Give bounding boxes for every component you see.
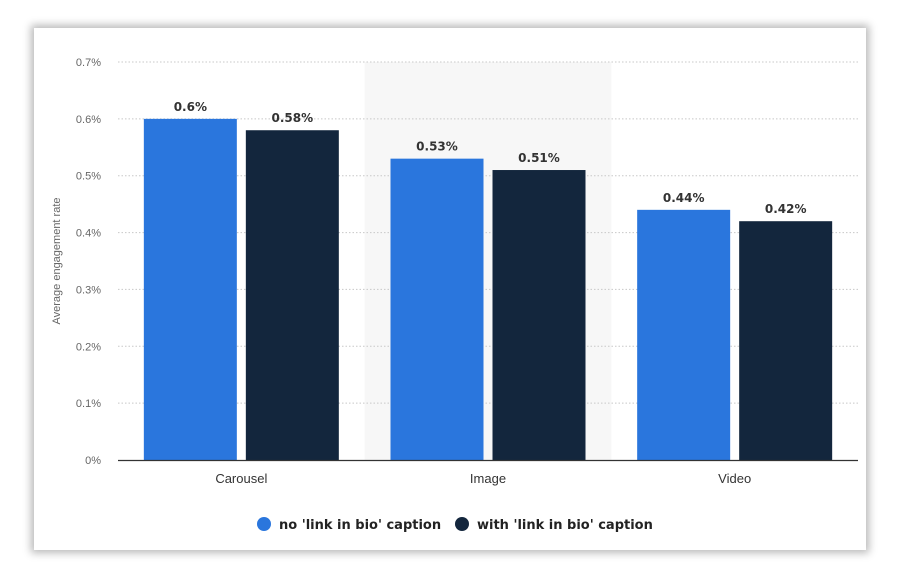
data-labels: 0.6% 0.58% 0.53% 0.51% 0.44% 0.42% (174, 100, 807, 216)
bar-carousel-series-1[interactable] (143, 118, 237, 460)
data-label: 0.44% (663, 191, 705, 205)
gridlines (118, 61, 858, 404)
legend-marker[interactable] (257, 517, 271, 531)
x-category-label: Video (718, 471, 751, 486)
y-tick-label: 0.6% (76, 114, 101, 126)
y-tick-label: 0.5% (76, 171, 101, 183)
bar-carousel-series-2[interactable] (245, 130, 339, 460)
bar-video-series-1[interactable] (637, 209, 731, 460)
bar-image-series-2[interactable] (492, 170, 586, 460)
y-tick-label: 0.1% (76, 398, 101, 410)
data-label: 0.53% (416, 140, 458, 154)
y-tick-label: 0.4% (76, 228, 101, 240)
bars (143, 118, 833, 460)
y-tick-label: 0% (85, 455, 101, 467)
legend-marker[interactable] (455, 517, 469, 531)
y-tick-label: 0.7% (76, 57, 101, 69)
bar-video-series-2[interactable] (739, 221, 833, 460)
legend-label[interactable]: no 'link in bio' caption (279, 518, 441, 533)
x-category-label: Carousel (215, 471, 267, 486)
y-axis-ticks: 0% 0.1% 0.2% 0.3% 0.4% 0.5% 0.6% 0.7% (76, 57, 101, 467)
y-tick-label: 0.3% (76, 284, 101, 296)
bar-image-series-1[interactable] (390, 158, 484, 460)
legend-label[interactable]: with 'link in bio' caption (477, 518, 653, 533)
data-label: 0.42% (765, 202, 807, 216)
y-axis-label: Average engagement rate (51, 198, 63, 325)
data-label: 0.58% (272, 111, 314, 125)
data-label: 0.6% (174, 100, 207, 114)
x-category-label: Image (470, 471, 506, 486)
legend: no 'link in bio' caption with 'link in bi… (257, 517, 653, 533)
x-axis-categories: Carousel Image Video (215, 471, 751, 486)
data-label: 0.51% (518, 151, 560, 165)
y-tick-label: 0.2% (76, 341, 101, 353)
